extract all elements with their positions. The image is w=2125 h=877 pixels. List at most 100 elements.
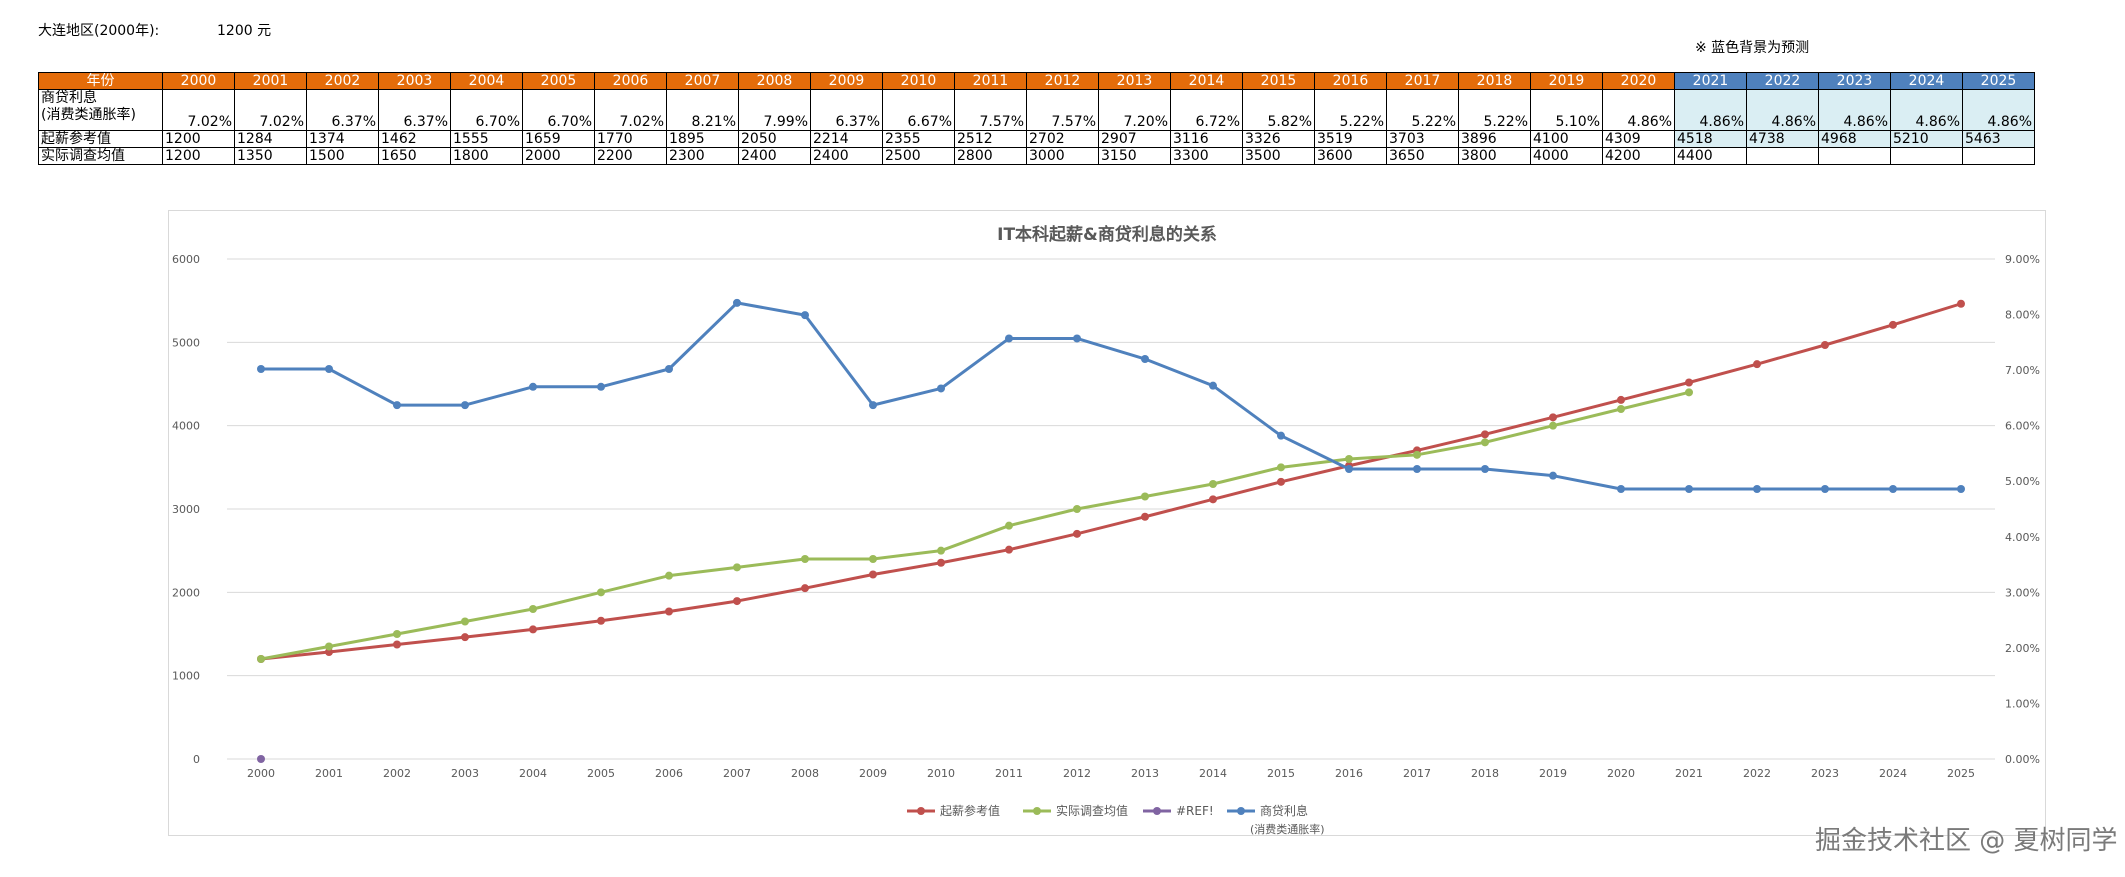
ref-cell: 1462 [378, 130, 451, 148]
legend-swatch-marker [917, 807, 925, 815]
rate-cell: 7.57% [954, 89, 1027, 131]
year-cell: 2011 [954, 72, 1027, 90]
ref-cell: 2214 [810, 130, 883, 148]
data-point [1685, 388, 1693, 397]
rate-cell: 7.02% [162, 89, 235, 131]
legend-label-line2: (消费类通胀率) [1250, 822, 1325, 835]
ref-cell: 2512 [954, 130, 1027, 148]
data-point [1005, 521, 1013, 530]
data-point [1209, 480, 1217, 488]
rate-cell: 4.86% [1890, 89, 1963, 131]
ref-cell: 1895 [666, 130, 739, 148]
data-point [1617, 405, 1625, 413]
actual-cell: 4200 [1602, 147, 1675, 165]
rate-cell: 8.21% [666, 89, 739, 131]
y-right-tick-label: 5.00% [2005, 475, 2040, 488]
actual-cell: 1650 [378, 147, 451, 165]
rate-cell: 6.37% [306, 89, 379, 131]
rate-cell: 4.86% [1746, 89, 1819, 131]
series [257, 298, 1965, 763]
x-tick-label: 2025 [1947, 767, 1975, 780]
legend-swatch-marker [1237, 807, 1245, 815]
rate-cell: 5.22% [1314, 89, 1387, 131]
year-cell: 2021 [1674, 72, 1747, 90]
ref-cell: 4309 [1602, 130, 1675, 148]
rate-cell: 4.86% [1962, 89, 2035, 131]
data-point [461, 617, 469, 626]
year-cell: 2019 [1530, 72, 1603, 90]
rate-cell: 7.20% [1098, 89, 1171, 131]
data-point [1073, 505, 1081, 513]
ref-cell: 4968 [1818, 130, 1891, 148]
series-group [257, 388, 1693, 663]
x-tick-label: 2018 [1471, 767, 1499, 780]
y-right-tick-label: 9.00% [2005, 253, 2040, 266]
x-tick-label: 2005 [587, 767, 615, 780]
rate-cell: 4.86% [1818, 89, 1891, 131]
rate-label-line1: 商贷利息 [41, 90, 97, 107]
data-point [1753, 485, 1761, 493]
year-cell: 2010 [882, 72, 955, 90]
y-left-tick-label: 4000 [172, 420, 200, 433]
x-tick-label: 2002 [383, 767, 411, 780]
y-right-tick-label: 0.00% [2005, 753, 2040, 766]
data-point [801, 555, 809, 563]
ref-cell: 4100 [1530, 130, 1603, 148]
actual-label: 实际调查均值 [38, 147, 163, 165]
ref-cell: 3896 [1458, 130, 1531, 148]
series-line [261, 301, 1961, 491]
x-tick-label: 2023 [1811, 767, 1839, 780]
rate-cell: 7.02% [594, 89, 667, 131]
legend-item: #REF! [1143, 804, 1214, 818]
ref-cell: 4738 [1746, 130, 1819, 148]
year-cell: 2008 [738, 72, 811, 90]
data-point [257, 365, 265, 373]
year-cell: 2001 [234, 72, 307, 90]
ref-cell: 3703 [1386, 130, 1459, 148]
y-right-tick-label: 8.00% [2005, 309, 2040, 322]
ref-label: 起薪参考值 [38, 130, 163, 148]
legend-label: 商贷利息 [1260, 803, 1308, 818]
year-cell: 2003 [378, 72, 451, 90]
data-point [665, 365, 673, 373]
data-point [1345, 455, 1353, 463]
chart-area: IT本科起薪&商贷利息的关系 0 1000 2000 3000 4000 5000 6000… [168, 210, 2046, 836]
rate-cell: 6.67% [882, 89, 955, 131]
data-point [1005, 545, 1013, 554]
data-point [665, 607, 673, 616]
data-point [937, 546, 945, 555]
data-point [869, 570, 877, 579]
x-tick-label: 2009 [859, 767, 887, 780]
legend: 起薪参考值 实际调查均值 #REF! 商贷利息 (消费类通胀率) [907, 803, 1325, 836]
data-point [665, 571, 673, 580]
legend-label: 起薪参考值 [940, 803, 1000, 818]
y-left-tick-label: 6000 [172, 253, 200, 266]
data-point [1957, 299, 1965, 308]
year-cell: 2015 [1242, 72, 1315, 90]
y-right-tick-label: 1.00% [2005, 697, 2040, 710]
data-point [1073, 334, 1081, 343]
x-tick-label: 2001 [315, 767, 343, 780]
x-tick-label: 2024 [1879, 767, 1907, 780]
actual-cell: 2000 [522, 147, 595, 165]
series-group [257, 755, 265, 763]
x-tick-label: 2006 [655, 767, 683, 780]
data-point [1889, 320, 1897, 329]
data-point [325, 365, 333, 373]
rate-cell: 6.72% [1170, 89, 1243, 131]
actual-cell: 3000 [1026, 147, 1099, 165]
year-cell: 2006 [594, 72, 667, 90]
ref-cell: 1284 [234, 130, 307, 148]
y-right-tick-label: 3.00% [2005, 586, 2040, 599]
data-point [1957, 485, 1965, 493]
data-point [801, 584, 809, 593]
data-point [1889, 485, 1897, 493]
year-cell: 2009 [810, 72, 883, 90]
actual-cell: 3500 [1242, 147, 1315, 165]
year-cell: 2020 [1602, 72, 1675, 90]
rate-cell: 6.37% [810, 89, 883, 131]
data-point [937, 384, 945, 393]
data-point [461, 401, 469, 410]
data-point [1617, 395, 1625, 404]
ref-cell: 3326 [1242, 130, 1315, 148]
